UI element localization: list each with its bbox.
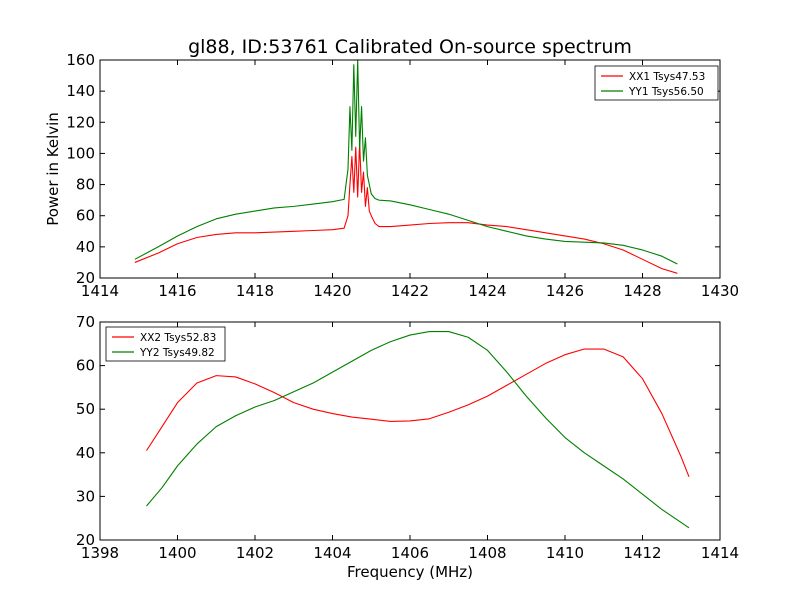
x-tick-label: 1418: [236, 282, 274, 300]
legend-entry-label: XX2 Tsys52.83: [140, 332, 216, 344]
x-tick-label: 1400: [158, 544, 196, 562]
series-line-1-0: [146, 348, 690, 477]
top-spectrum-chart: 1414 1416 1418 1420 1422 1424 1426 1428 1430 20 40…: [66, 51, 739, 300]
x-tick-label: 1408: [468, 544, 506, 562]
y-tick-label: 120: [66, 113, 95, 131]
x-tick-label: 1414: [701, 544, 739, 562]
y-tick-label: 20: [76, 531, 95, 549]
y-tick-label: 20: [76, 269, 95, 287]
y-tick-label: 40: [76, 444, 95, 462]
legend: XX2 Tsys52.83 YY2 Tsys49.82: [105, 326, 226, 362]
figure-title: gl88, ID:53761 Calibrated On-source spec…: [188, 36, 632, 58]
legend-entry-label: YY1 Tsys56.50: [628, 86, 704, 98]
legend-entry-label: YY2 Tsys49.82: [139, 347, 215, 359]
y-tick-label: 70: [76, 313, 95, 331]
x-tick-label: 1422: [391, 282, 429, 300]
x-tick-label: 1426: [546, 282, 584, 300]
x-tick-label: 1402: [236, 544, 274, 562]
series-line-1-1: [146, 331, 690, 529]
bottom-spectrum-chart: 1398 1400 1402 1404 1406 1408 1410 1412 1414 20 30…: [76, 313, 739, 562]
x-tick-label: 1406: [391, 544, 429, 562]
x-tick-label: 1424: [468, 282, 506, 300]
x-axis-label: Frequency (MHz): [347, 563, 473, 581]
y-tick-label: 40: [76, 238, 95, 256]
y-tick-label: 30: [76, 487, 95, 505]
x-tick-label: 1420: [313, 282, 351, 300]
series-line-0-0: [134, 141, 678, 274]
x-tick-label: 1404: [313, 544, 351, 562]
x-tick-label: 1430: [701, 282, 739, 300]
series-line-0-1: [134, 59, 678, 265]
x-tick-label: 1412: [623, 544, 661, 562]
y-tick-label: 100: [66, 144, 95, 162]
y-tick-label: 60: [76, 357, 95, 375]
y-axis-label: Power in Kelvin: [44, 112, 62, 226]
y-tick-label: 160: [66, 51, 95, 69]
legend: XX1 Tsys47.53 YY1 Tsys56.50: [594, 65, 719, 101]
x-tick-label: 1410: [546, 544, 584, 562]
y-tick-label: 140: [66, 82, 95, 100]
x-tick-label: 1414: [81, 282, 119, 300]
legend-box: [105, 326, 226, 362]
x-tick-label: 1416: [158, 282, 196, 300]
y-tick-label: 80: [76, 176, 95, 194]
legend-box: [594, 65, 719, 101]
x-tick-label: 1398: [81, 544, 119, 562]
x-tick-label: 1428: [623, 282, 661, 300]
y-tick-label: 60: [76, 207, 95, 225]
legend-entry-label: XX1 Tsys47.53: [629, 71, 705, 83]
y-tick-label: 50: [76, 400, 95, 418]
